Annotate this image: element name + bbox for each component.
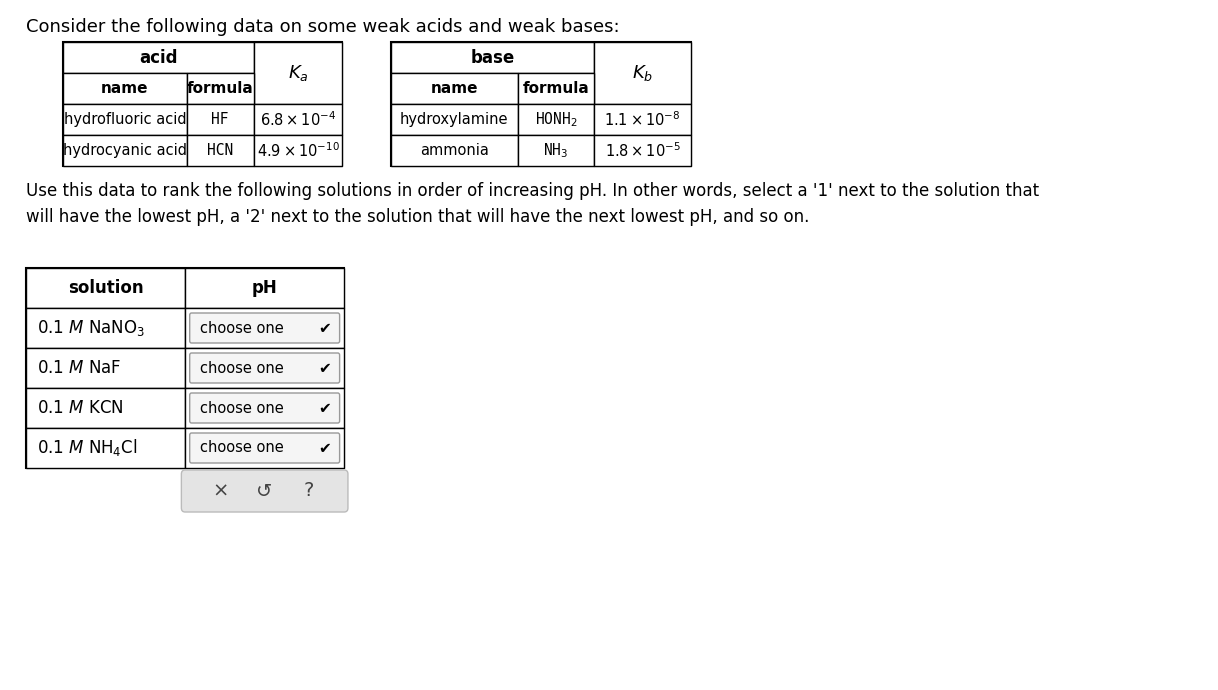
Text: name: name (431, 81, 479, 96)
Text: choose one: choose one (200, 320, 284, 335)
Text: $K_a$: $K_a$ (287, 63, 308, 83)
Text: 0.1 $M$ NH$_4$Cl: 0.1 $M$ NH$_4$Cl (37, 437, 138, 458)
Bar (185, 388, 345, 428)
Bar (63, 135, 186, 166)
Text: ↺: ↺ (257, 482, 273, 500)
Text: 0.1 $M$ NaNO$_3$: 0.1 $M$ NaNO$_3$ (37, 318, 145, 338)
Text: ✔: ✔ (318, 360, 331, 375)
Bar (185, 428, 345, 468)
Text: acid: acid (139, 48, 178, 66)
FancyBboxPatch shape (190, 353, 340, 383)
Bar (26, 268, 185, 308)
Bar (26, 268, 345, 468)
Bar (26, 348, 185, 388)
Bar (391, 73, 518, 104)
Text: $4.9 \times 10^{-10}$: $4.9 \times 10^{-10}$ (257, 141, 340, 160)
Text: formula: formula (523, 81, 590, 96)
Text: $1.8 \times 10^{-5}$: $1.8 \times 10^{-5}$ (605, 141, 681, 160)
Text: HF: HF (212, 112, 229, 127)
Bar (391, 42, 594, 73)
Text: hydrofluoric acid: hydrofluoric acid (63, 112, 186, 127)
Bar (26, 428, 185, 468)
Text: name: name (101, 81, 149, 96)
Bar (594, 135, 692, 166)
Bar (594, 104, 692, 135)
Text: Consider the following data on some weak acids and weak bases:: Consider the following data on some weak… (26, 18, 620, 36)
Bar (253, 104, 342, 135)
FancyBboxPatch shape (190, 393, 340, 423)
Text: $1.1 \times 10^{-8}$: $1.1 \times 10^{-8}$ (604, 110, 681, 129)
Bar (391, 104, 518, 135)
Bar (518, 104, 594, 135)
FancyBboxPatch shape (190, 313, 340, 343)
FancyBboxPatch shape (181, 470, 348, 512)
Text: 0.1 $M$ NaF: 0.1 $M$ NaF (37, 359, 122, 377)
Bar (63, 73, 186, 104)
Text: Use this data to rank the following solutions in order of increasing pH. In othe: Use this data to rank the following solu… (26, 182, 1039, 226)
Bar (186, 73, 253, 104)
Text: NH$_3$: NH$_3$ (543, 141, 569, 160)
Text: choose one: choose one (200, 440, 284, 455)
Text: formula: formula (186, 81, 253, 96)
Text: hydroxylamine: hydroxylamine (401, 112, 509, 127)
Bar (518, 73, 594, 104)
Text: ammonia: ammonia (420, 143, 488, 158)
Bar (63, 42, 342, 166)
Text: HONH$_2$: HONH$_2$ (535, 110, 577, 129)
Bar (253, 42, 342, 104)
Bar (63, 42, 253, 73)
Bar (26, 308, 185, 348)
Text: HCN: HCN (207, 143, 234, 158)
Text: ✔: ✔ (318, 400, 331, 415)
Bar (185, 348, 345, 388)
Bar (186, 104, 253, 135)
Text: $K_b$: $K_b$ (632, 63, 653, 83)
Bar (185, 268, 345, 308)
Bar (63, 104, 186, 135)
Bar (185, 308, 345, 348)
Text: ×: × (212, 482, 228, 500)
FancyBboxPatch shape (190, 433, 340, 463)
Text: base: base (470, 48, 514, 66)
Bar (391, 135, 518, 166)
Bar (253, 135, 342, 166)
Text: ✔: ✔ (318, 440, 331, 455)
Bar (594, 42, 692, 104)
Text: $6.8 \times 10^{-4}$: $6.8 \times 10^{-4}$ (259, 110, 336, 129)
Text: hydrocyanic acid: hydrocyanic acid (63, 143, 186, 158)
Bar (186, 135, 253, 166)
Text: choose one: choose one (200, 360, 284, 375)
Text: 0.1 $M$ KCN: 0.1 $M$ KCN (37, 399, 124, 417)
Text: solution: solution (68, 279, 144, 297)
Text: ?: ? (304, 482, 314, 500)
Text: pH: pH (252, 279, 278, 297)
Bar (518, 135, 594, 166)
Bar (26, 388, 185, 428)
Text: choose one: choose one (200, 400, 284, 415)
Text: ✔: ✔ (318, 320, 331, 335)
Bar (391, 42, 692, 166)
